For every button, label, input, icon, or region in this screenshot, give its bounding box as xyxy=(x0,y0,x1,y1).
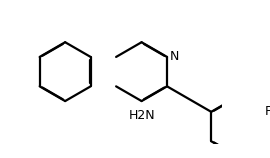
Text: F: F xyxy=(265,105,270,118)
Text: N: N xyxy=(170,50,179,63)
Text: H2N: H2N xyxy=(128,109,155,122)
